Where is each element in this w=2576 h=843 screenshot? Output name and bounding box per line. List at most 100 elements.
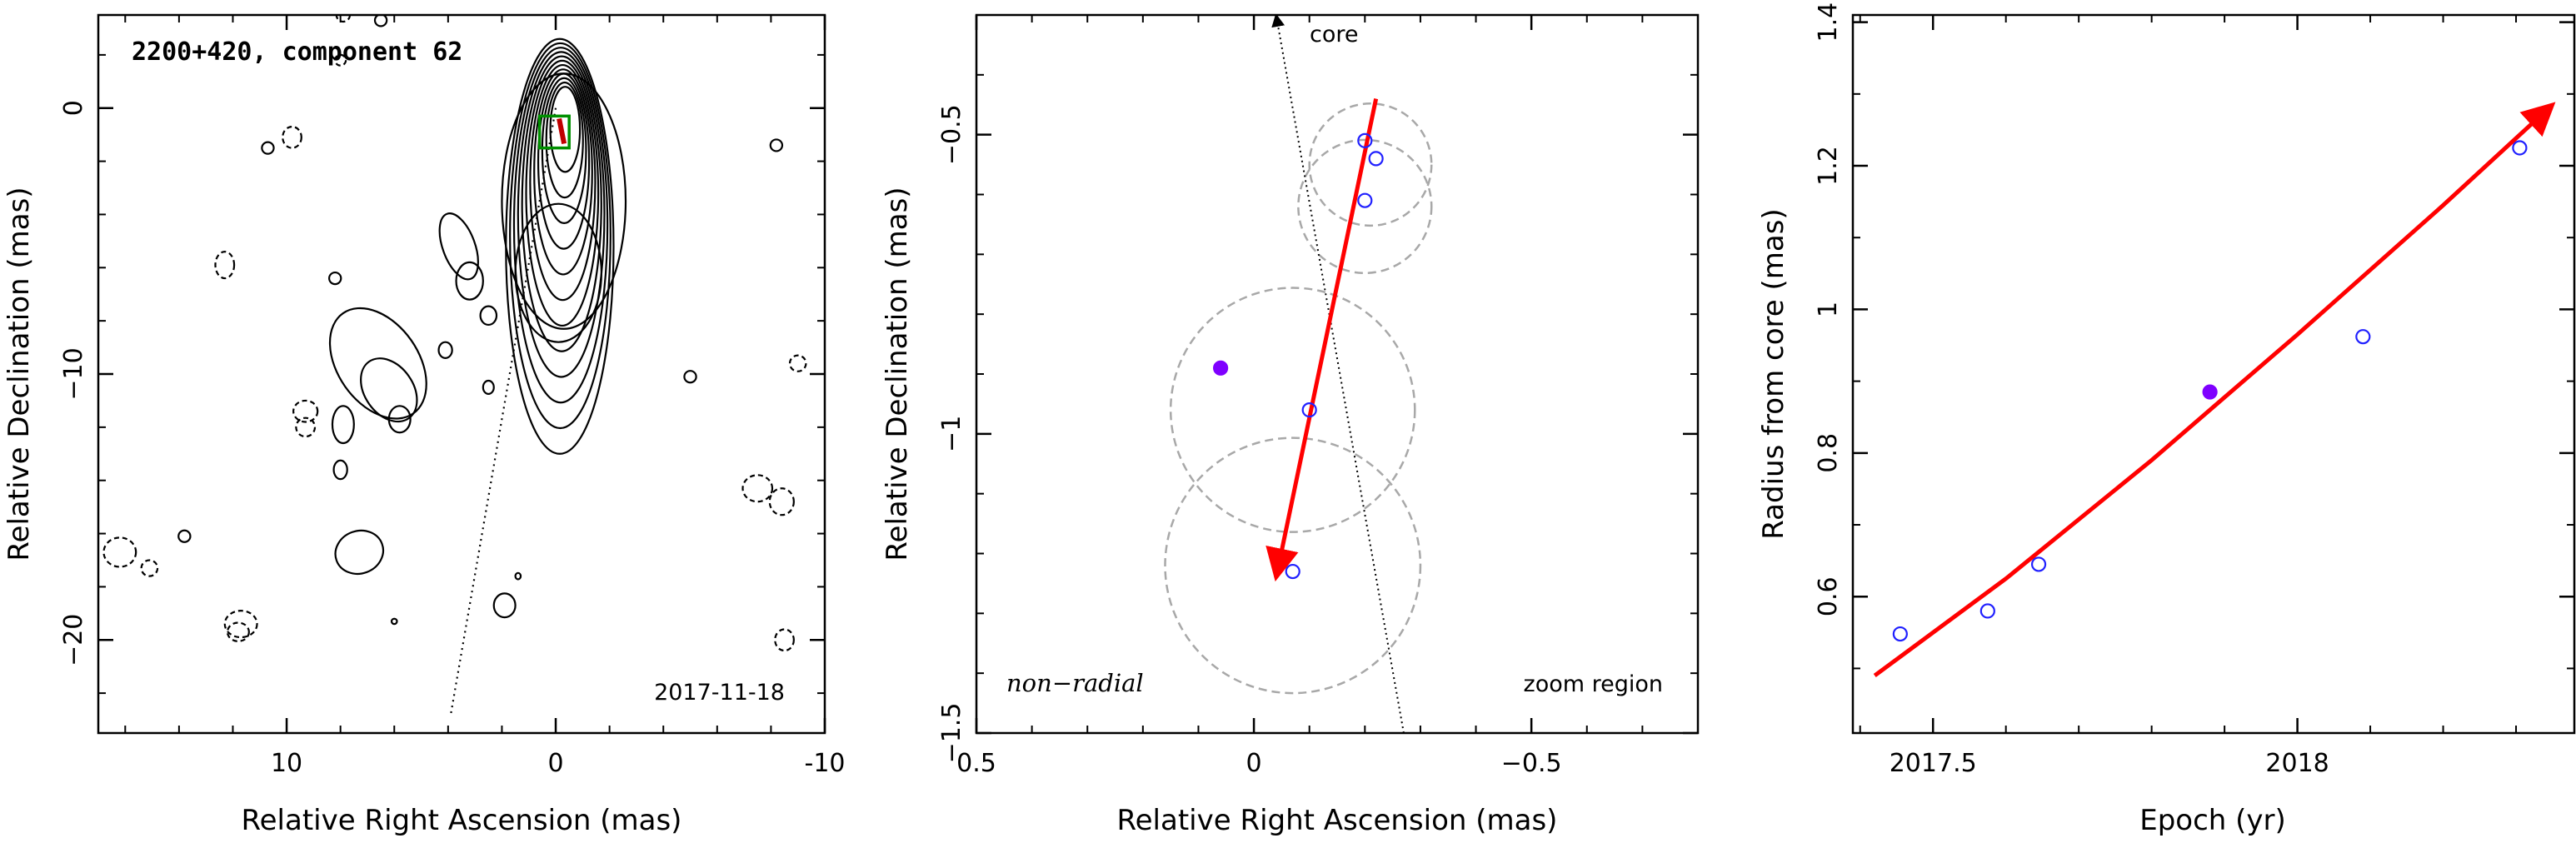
radius-marks xyxy=(1873,102,2556,678)
non-radial-label: non−radial xyxy=(1006,669,1144,697)
contour-negative xyxy=(768,487,795,516)
contour-core xyxy=(533,68,593,276)
contour-small xyxy=(769,138,784,152)
contour-core xyxy=(521,55,602,352)
contour-negative xyxy=(335,15,352,23)
contour-jet xyxy=(390,617,398,626)
b-ytick-label: −1.5 xyxy=(937,703,966,764)
a-xtick-label: -10 xyxy=(805,749,846,778)
a-ytick-label: −10 xyxy=(59,347,88,400)
component-marker xyxy=(557,117,567,145)
c-ytick-label: 0.6 xyxy=(1814,576,1843,616)
error-circle xyxy=(1297,138,1433,275)
contour-jet xyxy=(360,357,418,423)
data-point xyxy=(1285,563,1300,580)
contour-core xyxy=(509,42,612,430)
contour-core xyxy=(541,77,587,224)
contour-negative xyxy=(226,621,250,642)
contour-small xyxy=(328,271,342,286)
contour-jet xyxy=(387,405,412,434)
contour-core xyxy=(525,59,600,327)
frame-c xyxy=(1851,13,2576,735)
contour-jet xyxy=(332,459,348,481)
contour-core xyxy=(517,51,606,378)
contour-jet xyxy=(479,305,498,327)
data-point xyxy=(1357,132,1373,148)
axis-ticks-a: 10 0 -10 0 −10 −20 xyxy=(59,15,846,778)
x-axis-label-c: Epoch (yr) xyxy=(2139,804,2286,837)
data-point xyxy=(2030,556,2047,572)
contour-jet xyxy=(492,592,517,619)
b-xtick-label: 0 xyxy=(1246,749,1262,778)
contour-small xyxy=(261,141,275,155)
axis-ticks-b: 0.5 0 −0.5 −0.5 −1 −1.5 xyxy=(937,15,1698,778)
a-ytick-label: −20 xyxy=(59,614,88,666)
contour-small xyxy=(373,15,388,27)
data-point-filled xyxy=(2202,384,2218,400)
panel-radius-epoch: 2017.5 2018 0.6 0.8 1 1.2 1.4 Epoch (yr) Radiu… xyxy=(1757,2,2576,837)
core-direction-line xyxy=(1271,15,1405,733)
contour-jet xyxy=(438,212,479,281)
c-ytick-label: 1 xyxy=(1814,302,1843,317)
trajectory-arrow xyxy=(1266,98,1379,582)
panel-contour-map: 10 0 -10 0 −10 −20 2200+420, component 62 201… xyxy=(2,0,846,837)
data-point xyxy=(1368,151,1384,167)
c-xtick-label: 2018 xyxy=(2265,749,2329,778)
axis-ticks-c: 2017.5 2018 0.6 0.8 1 1.2 1.4 xyxy=(1814,2,2574,778)
c-ytick-label: 1.4 xyxy=(1814,2,1843,42)
contour-jet xyxy=(334,529,385,575)
data-point xyxy=(1979,603,1995,619)
fit-curve xyxy=(1873,102,2556,678)
frame-b xyxy=(975,13,1700,735)
b-xtick-label: 0.5 xyxy=(956,749,996,778)
zoom-region-label: zoom region xyxy=(1524,671,1663,697)
c-ytick-label: 0.8 xyxy=(1814,433,1843,473)
data-point-filled xyxy=(1213,360,1229,376)
contour-negative xyxy=(741,474,774,503)
contour-negative xyxy=(282,125,302,149)
error-circle xyxy=(1308,102,1433,227)
c-xtick-label: 2017.5 xyxy=(1890,749,1977,778)
contour-small xyxy=(177,529,192,543)
error-circle xyxy=(1164,436,1422,695)
contour-negative xyxy=(612,0,623,10)
x-axis-label-b: Relative Right Ascension (mas) xyxy=(1117,804,1558,837)
contour-negative xyxy=(214,251,236,280)
zoom-marks xyxy=(1164,15,1433,733)
contour-jet xyxy=(514,202,603,343)
contour-negative xyxy=(774,628,795,652)
contour-core xyxy=(512,47,609,404)
contour-negative xyxy=(295,417,317,438)
a-xtick-label: 10 xyxy=(271,749,302,778)
b-ytick-label: −1 xyxy=(937,416,966,452)
b-xtick-label: −0.5 xyxy=(1501,749,1562,778)
contour-jet xyxy=(455,261,484,301)
x-axis-label-a: Relative Right Ascension (mas) xyxy=(242,804,682,837)
panel-zoom-region: 0.5 0 −0.5 −0.5 −1 −1.5 core non−radial zoom … xyxy=(881,13,1700,837)
data-point xyxy=(2355,329,2371,345)
c-ytick-label: 1.2 xyxy=(1814,146,1843,186)
contour-jet xyxy=(437,341,453,359)
contour-small xyxy=(604,1,616,12)
contour-jet xyxy=(331,405,355,445)
contour-core xyxy=(545,81,584,199)
contour-negative xyxy=(788,354,807,372)
contour-overlay xyxy=(449,107,571,715)
data-point xyxy=(2512,140,2528,156)
contour-jet xyxy=(514,571,522,581)
frame-a xyxy=(97,13,826,735)
a-ytick-label: 0 xyxy=(59,100,88,116)
zoom-box xyxy=(537,114,571,150)
a-xtick-label: 0 xyxy=(547,749,563,778)
contour-negative xyxy=(102,536,137,568)
contour-core xyxy=(549,86,582,173)
contour-negative xyxy=(140,559,159,577)
contour-negative xyxy=(292,399,319,423)
data-point xyxy=(1892,626,1908,642)
contour-negative xyxy=(334,53,347,67)
contour-small xyxy=(683,370,697,384)
y-axis-label-b: Relative Declination (mas) xyxy=(881,187,914,561)
y-axis-label-c: Radius from core (mas) xyxy=(1757,208,1790,539)
contour-map xyxy=(102,0,807,652)
